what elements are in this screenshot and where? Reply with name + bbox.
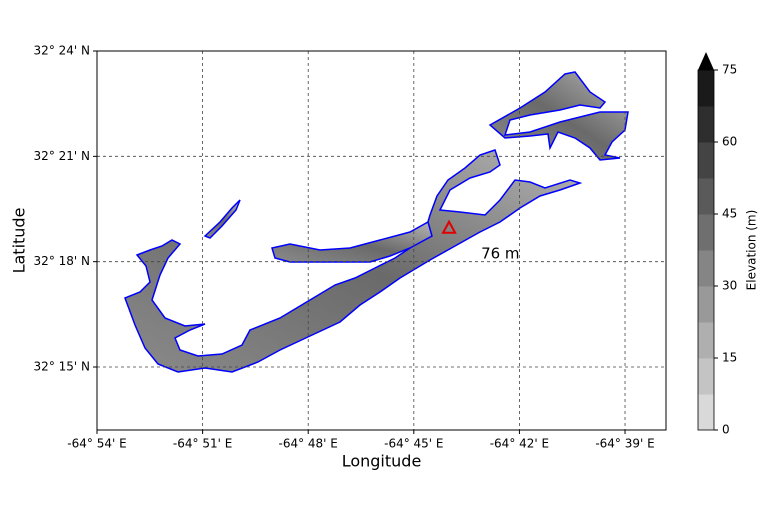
- colorbar-tick-label: 45: [722, 207, 737, 221]
- colorbar-tick-label: 60: [722, 135, 737, 149]
- y-tick-label: 32° 24' N: [34, 44, 90, 58]
- y-tick-label: 32° 21' N: [34, 149, 90, 163]
- colorbar-band: [698, 214, 714, 251]
- colorbar-extend: [698, 52, 714, 70]
- colorbar-tick-label: 75: [722, 63, 737, 77]
- colorbar-band: [698, 142, 714, 179]
- islands: [124, 71, 629, 373]
- peak-label: 76 m: [481, 244, 519, 262]
- colorbar-band: [698, 70, 714, 107]
- colorbar-band: [698, 106, 714, 143]
- x-axis-label: Longitude: [342, 452, 422, 471]
- colorbar-band: [698, 358, 714, 395]
- x-tick-label: -64° 48' E: [279, 437, 338, 451]
- y-axis-label: Latitude: [10, 208, 29, 274]
- colorbar-label: Elevation (m): [745, 210, 759, 291]
- y-tick-label: 32° 18' N: [34, 254, 90, 268]
- x-tick-label: -64° 42' E: [490, 437, 549, 451]
- y-tick-label: 32° 15' N: [34, 360, 90, 374]
- colorbar-band: [698, 250, 714, 287]
- colorbar-band: [698, 394, 714, 431]
- main-island: [124, 149, 583, 373]
- plot-frame: [96, 50, 667, 431]
- colorbar-band: [698, 178, 714, 215]
- colorbar-band: [698, 322, 714, 359]
- colorbar-frame: [697, 69, 715, 431]
- north-shore: [271, 220, 433, 263]
- x-tick-label: -64° 54' E: [67, 437, 126, 451]
- x-tick-label: -64° 39' E: [595, 437, 654, 451]
- colorbar-tick-label: 15: [722, 351, 737, 365]
- x-tick-label: -64° 51' E: [173, 437, 232, 451]
- dockyard: [203, 199, 241, 239]
- colorbar-tick-label: 30: [722, 279, 737, 293]
- colorbar-tick-label: 0: [722, 423, 730, 437]
- colorbar-band: [698, 286, 714, 323]
- x-tick-label: -64° 45' E: [384, 437, 443, 451]
- st-georges: [488, 71, 629, 161]
- peak-marker: [441, 219, 457, 234]
